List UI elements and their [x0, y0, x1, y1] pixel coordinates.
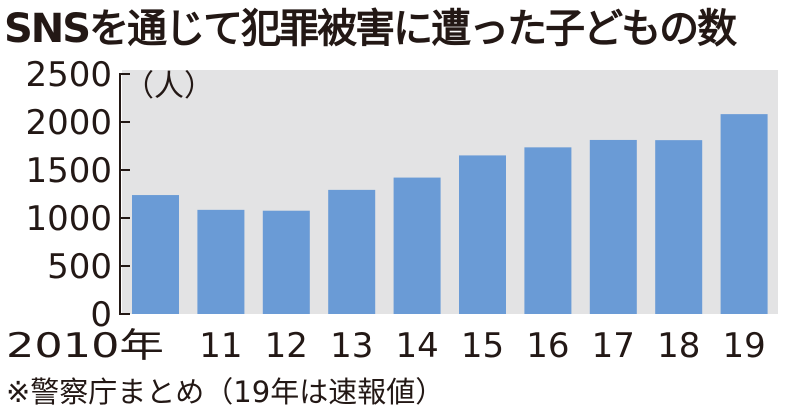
bar-17 — [589, 139, 637, 314]
y-axis-unit-label: （人） — [124, 69, 214, 104]
x-tick-label-15: 15 — [461, 326, 504, 366]
source-note: ※警察庁まとめ（19年は速報値） — [6, 375, 445, 409]
y-axis: 0 500 1000 1500 2000 2500 — [25, 55, 130, 335]
x-tick-label-2010年: 2010年 — [6, 326, 164, 366]
bar-18 — [655, 140, 703, 314]
bar-12 — [262, 210, 310, 314]
x-tick-label-13: 13 — [330, 326, 373, 366]
bar-13 — [328, 189, 376, 314]
chart-title: SNSを通じて犯罪被害に遭った子どもの数 — [4, 6, 737, 52]
x-tick-label-11: 11 — [199, 326, 242, 366]
y-tick-label-0: 0 — [90, 295, 112, 335]
y-tick-label-1000: 1000 — [25, 199, 112, 239]
y-tick-label-2500: 2500 — [25, 55, 112, 95]
y-tick-label-1500: 1500 — [25, 151, 112, 191]
bar-15 — [459, 155, 506, 314]
bar-2010年 — [132, 195, 179, 314]
bar-16 — [524, 147, 572, 314]
x-tick-label-16: 16 — [526, 326, 569, 366]
bar-14 — [393, 177, 441, 314]
x-tick-label-14: 14 — [395, 326, 438, 366]
y-tick-label-500: 500 — [47, 247, 112, 287]
x-tick-label-17: 17 — [592, 326, 635, 366]
bar-11 — [197, 209, 245, 314]
x-axis-labels: 2010年 11 12 13 14 15 16 17 18 19 — [6, 326, 766, 366]
x-tick-label-12: 12 — [265, 326, 308, 366]
bars-group — [132, 114, 768, 315]
x-tick-label-18: 18 — [657, 326, 700, 366]
x-tick-label-19: 19 — [722, 326, 765, 366]
bar-19 — [720, 114, 768, 315]
y-tick-label-2000: 2000 — [25, 103, 112, 143]
